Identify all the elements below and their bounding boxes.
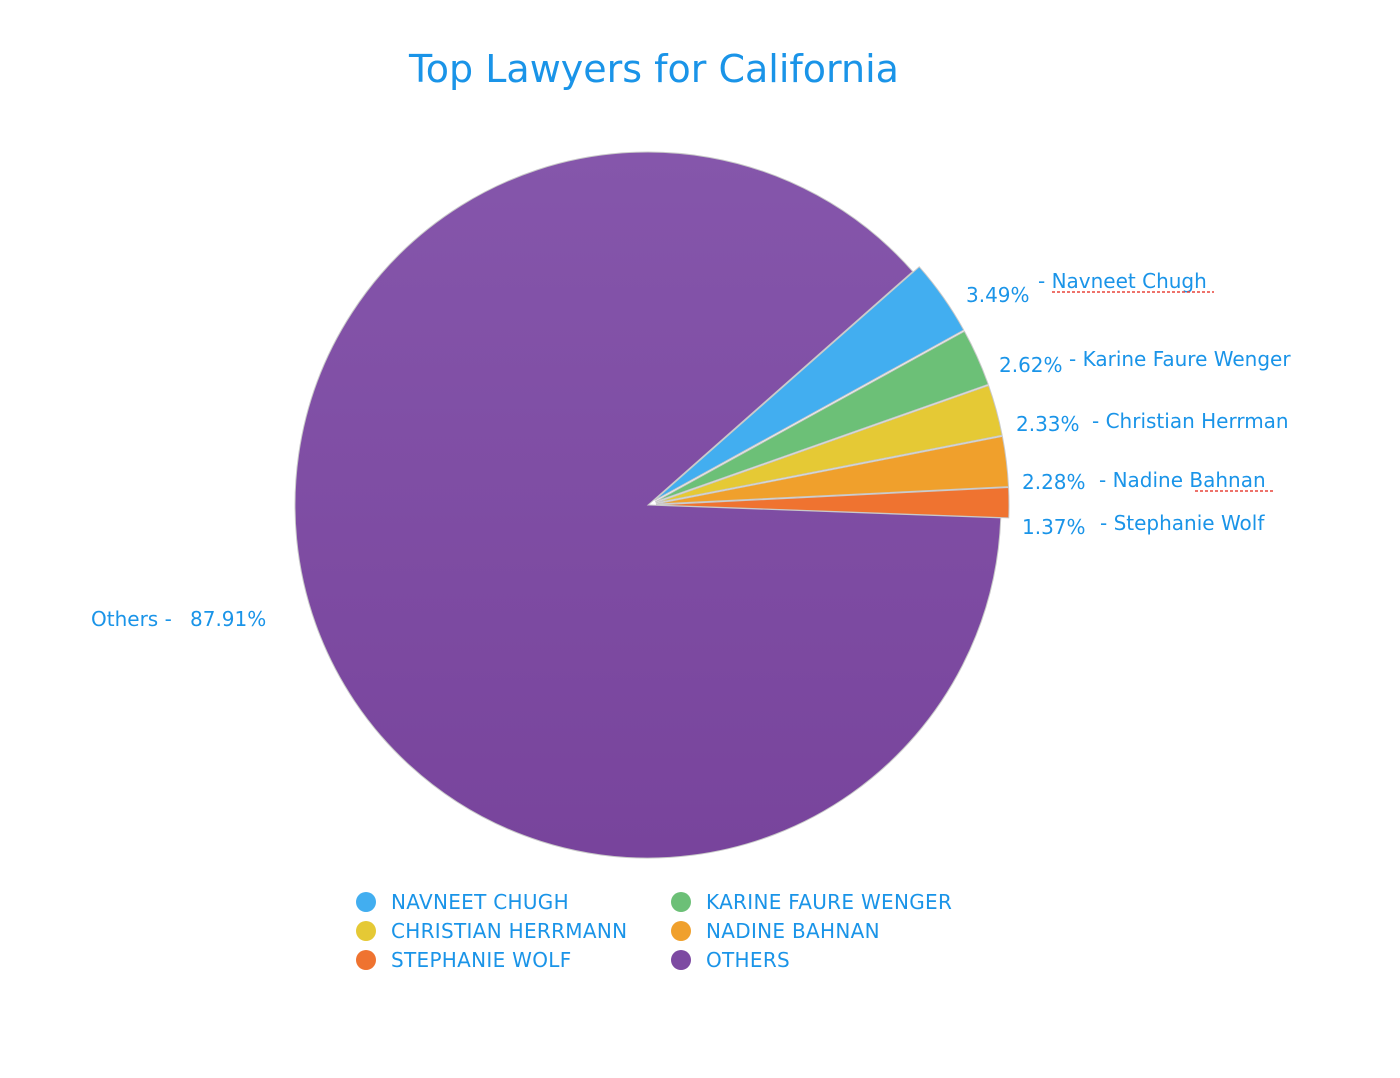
legend-label: NAVNEET CHUGH bbox=[391, 890, 569, 914]
legend-item-navneet-chugh: NAVNEET CHUGH bbox=[356, 890, 569, 914]
legend-item-others: OTHERS bbox=[671, 948, 790, 972]
legend-swatch bbox=[671, 921, 691, 941]
legend-item-nadine-bahnan: NADINE BAHNAN bbox=[671, 919, 880, 943]
legend-swatch bbox=[356, 892, 376, 912]
pie-slice-stephanie-wolf bbox=[655, 486, 1010, 519]
pie-slice-navneet-chugh bbox=[654, 266, 965, 501]
slice-label-nadine-bahnan: - Nadine Bahnan bbox=[1099, 468, 1266, 492]
legend-label: CHRISTIAN HERRMANN bbox=[391, 919, 627, 943]
legend-label: NADINE BAHNAN bbox=[706, 919, 880, 943]
slice-value-nadine-bahnan: 2.28% bbox=[1022, 470, 1086, 494]
slice-label-christian-herrman: - Christian Herrman bbox=[1092, 409, 1289, 433]
legend-label: STEPHANIE WOLF bbox=[391, 948, 572, 972]
slice-label-stephanie-wolf: - Stephanie Wolf bbox=[1100, 511, 1265, 535]
slice-callouts: 3.49% - Navneet Chugh 2.62% - Karine Faure … bbox=[91, 269, 1291, 631]
slice-value-navneet-chugh: 3.49% bbox=[966, 283, 1030, 307]
legend-item-christian-herrman: CHRISTIAN HERRMANN bbox=[356, 919, 627, 943]
pie-slice-christian-herrman bbox=[655, 384, 1003, 504]
slice-value-others: 87.91% bbox=[190, 607, 266, 631]
pie-slice-nadine-bahnan bbox=[655, 435, 1010, 505]
slice-label-navneet-chugh: - Navneet Chugh bbox=[1038, 269, 1207, 293]
slice-value-karine-faure-wenger: 2.62% bbox=[999, 353, 1063, 377]
slice-label-karine-faure-wenger: - Karine Faure Wenger bbox=[1069, 347, 1291, 371]
legend-item-karine-faure-wenger: KARINE FAURE WENGER bbox=[671, 890, 952, 914]
chart-title: Top Lawyers for California bbox=[408, 47, 899, 91]
legend-swatch bbox=[671, 892, 691, 912]
pie-slice-karine-faure-wenger bbox=[655, 330, 989, 503]
slice-value-stephanie-wolf: 1.37% bbox=[1022, 515, 1086, 539]
pie-slice-others bbox=[294, 151, 1002, 859]
slice-label-others: Others - bbox=[91, 607, 172, 631]
legend-label: OTHERS bbox=[706, 948, 790, 972]
legend-label: KARINE FAURE WENGER bbox=[706, 890, 952, 914]
pie-slices bbox=[294, 151, 1010, 859]
slice-value-christian-herrman: 2.33% bbox=[1016, 412, 1080, 436]
legend-swatch bbox=[356, 921, 376, 941]
chart-legend: NAVNEET CHUGH KARINE FAURE WENGER CHRISTIA… bbox=[356, 890, 952, 972]
legend-item-stephanie-wolf: STEPHANIE WOLF bbox=[356, 948, 572, 972]
legend-swatch bbox=[356, 950, 376, 970]
legend-swatch bbox=[671, 950, 691, 970]
